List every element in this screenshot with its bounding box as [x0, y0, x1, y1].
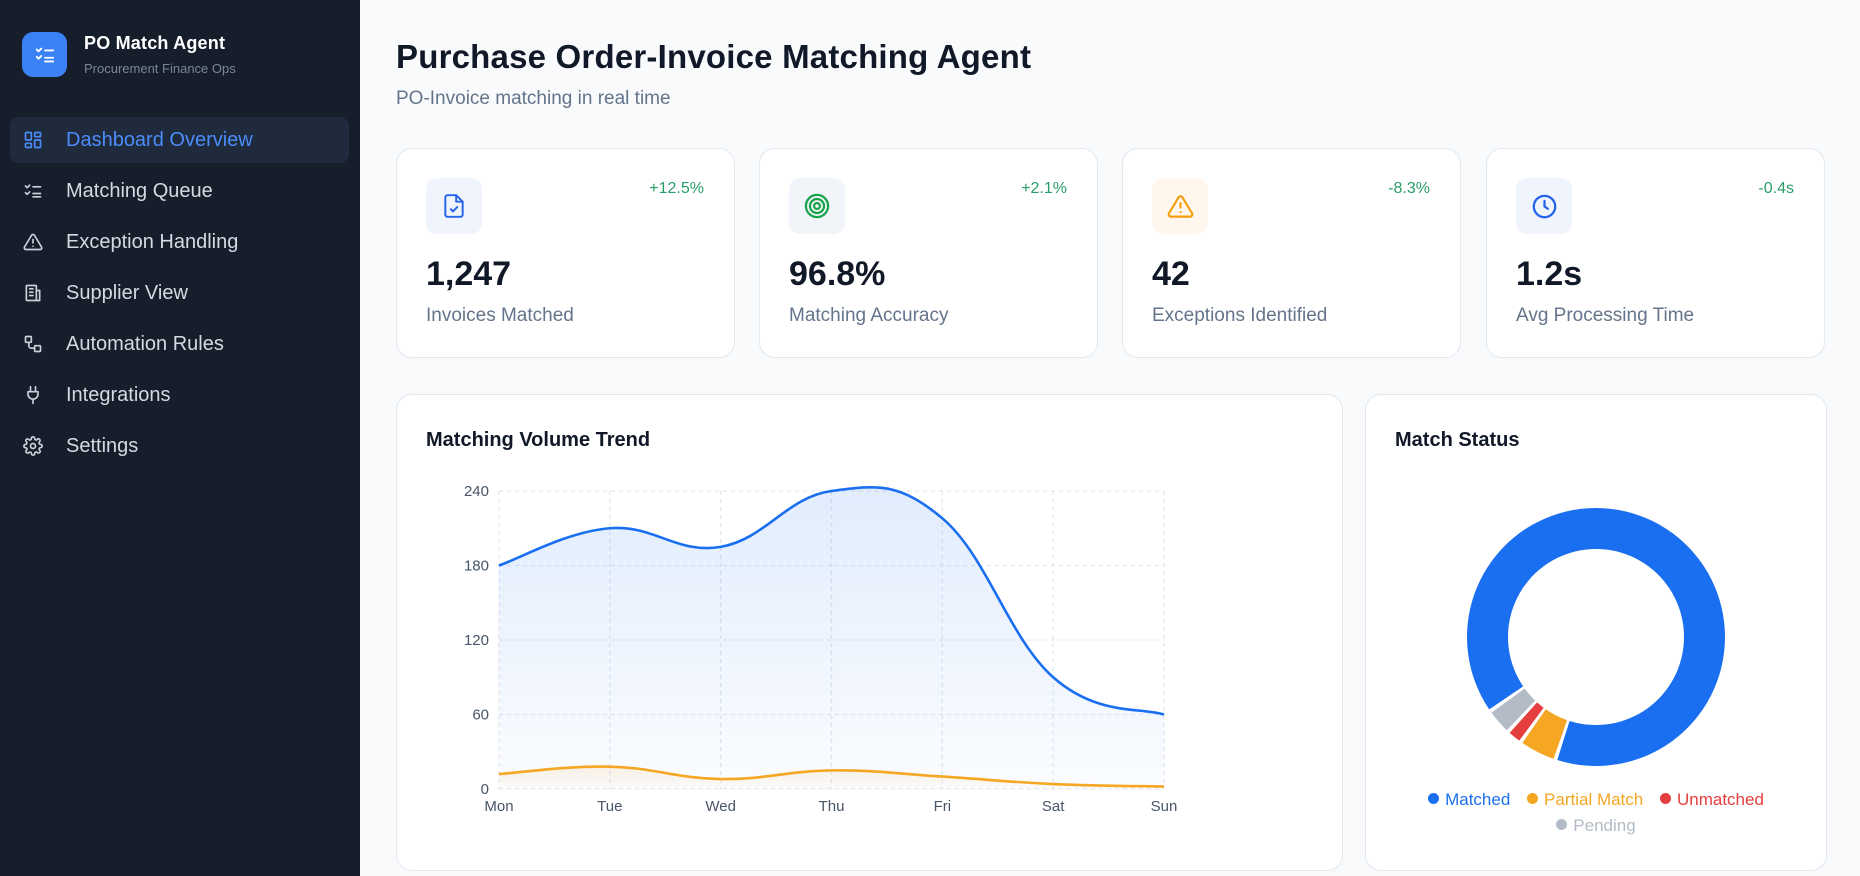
donut-slice-partial-match[interactable]: [1522, 709, 1568, 759]
sidebar-item-label: Dashboard Overview: [66, 128, 253, 151]
series-line-1[interactable]: [498, 765, 1165, 788]
stat-value: 42: [1152, 255, 1190, 293]
plug-icon: [21, 383, 45, 407]
sidebar-item-matching-queue[interactable]: Matching Queue: [10, 168, 349, 214]
sidebar-item-exception-handling[interactable]: Exception Handling: [10, 219, 349, 265]
brand-subtitle: Procurement Finance Ops: [84, 61, 236, 76]
warning-icon: [1152, 178, 1208, 234]
stat-delta: -0.4s: [1758, 180, 1794, 197]
x-tick-label: Mon: [484, 798, 513, 815]
sidebar-item-label: Settings: [66, 434, 139, 457]
chart-legend: Matched Partial Match Unmatched Pending: [1366, 787, 1826, 839]
stat-label: Matching Accuracy: [789, 305, 949, 326]
sidebar-item-supplier-view[interactable]: Supplier View: [10, 270, 349, 316]
stat-label: Exceptions Identified: [1152, 305, 1328, 326]
sidebar-nav: Dashboard Overview Matching Queue Except…: [10, 117, 349, 474]
y-tick-label: 60: [472, 707, 489, 724]
dashboard-icon: [21, 128, 45, 152]
stat-delta: -8.3%: [1388, 180, 1430, 197]
sidebar-item-automation-rules[interactable]: Automation Rules: [10, 321, 349, 367]
chart-title: Matching Volume Trend: [426, 429, 651, 451]
legend-dot: [1556, 819, 1568, 831]
sidebar-item-label: Matching Queue: [66, 179, 213, 202]
match-status-donut: [1467, 508, 1725, 766]
legend-label: Pending: [1573, 816, 1636, 835]
main-content: Purchase Order-Invoice Matching Agent PO…: [360, 0, 1860, 876]
x-tick-label: Tue: [597, 798, 622, 815]
donut-slice-unmatched[interactable]: [1509, 702, 1544, 741]
matching-volume-trend-card: Matching Volume Trend 0 60 120 180 240 Mon Tue…: [396, 394, 1343, 871]
legend-dot: [1659, 793, 1671, 805]
building-icon: [21, 281, 45, 305]
x-tick-label: Thu: [819, 798, 845, 815]
page-title: Purchase Order-Invoice Matching Agent: [396, 38, 1032, 75]
donut-slice-pending[interactable]: [1491, 688, 1536, 731]
clock-icon: [1516, 178, 1572, 234]
warning-icon: [21, 230, 45, 254]
legend-item-matched[interactable]: Matched: [1428, 787, 1510, 813]
legend-dot: [1428, 793, 1440, 805]
legend-item-pending[interactable]: Pending: [1556, 813, 1636, 839]
gear-icon: [21, 434, 45, 458]
donut-slice-matched[interactable]: [1467, 508, 1725, 766]
match-status-card: Match Status Matched Partial Match Unmat…: [1365, 394, 1827, 871]
series-area-1: [499, 766, 1164, 789]
legend-label: Unmatched: [1676, 790, 1764, 809]
series-area-0: [499, 487, 1164, 789]
x-tick-label: Fri: [934, 798, 952, 815]
stat-label: Avg Processing Time: [1516, 305, 1695, 326]
legend-label: Matched: [1445, 790, 1511, 809]
legend-label: Partial Match: [1544, 790, 1644, 809]
chart-title: Match Status: [1395, 429, 1520, 451]
workflow-icon: [21, 332, 45, 356]
matching-volume-trend-chart: 0 60 120 180 240 Mon Tue Wed Thu Fri Sat Sun: [464, 483, 1178, 815]
stat-delta: +12.5%: [649, 180, 704, 197]
stat-value: 96.8%: [789, 255, 886, 293]
stat-card-exceptions-identified[interactable]: -8.3% 42 Exceptions Identified: [1122, 148, 1461, 358]
brand: PO Match Agent Procurement Finance Ops: [22, 32, 236, 77]
brand-name: PO Match Agent: [84, 33, 226, 53]
sidebar-item-label: Automation Rules: [66, 332, 224, 355]
stat-label: Invoices Matched: [426, 305, 574, 326]
y-tick-label: 240: [464, 483, 489, 500]
page-subtitle: PO-Invoice matching in real time: [396, 88, 671, 109]
stat-card-matching-accuracy[interactable]: +2.1% 96.8% Matching Accuracy: [759, 148, 1098, 358]
checklist-icon: [21, 179, 45, 203]
sidebar-item-label: Exception Handling: [66, 230, 239, 253]
stat-card-avg-processing-time[interactable]: -0.4s 1.2s Avg Processing Time: [1486, 148, 1825, 358]
stat-value: 1,247: [426, 255, 512, 293]
stat-value: 1.2s: [1516, 255, 1583, 293]
series-line-0[interactable]: [498, 485, 1165, 716]
sidebar-item-settings[interactable]: Settings: [10, 423, 349, 469]
target-icon: [789, 178, 845, 234]
file-check-icon: [426, 178, 482, 234]
legend-item-unmatched[interactable]: Unmatched: [1659, 787, 1764, 813]
legend-item-partial-match[interactable]: Partial Match: [1527, 787, 1643, 813]
y-tick-label: 180: [464, 558, 489, 575]
sidebar-item-dashboard-overview[interactable]: Dashboard Overview: [10, 117, 349, 163]
x-tick-label: Sun: [1151, 798, 1178, 815]
y-tick-label: 120: [464, 632, 489, 649]
x-tick-label: Wed: [705, 798, 736, 815]
sidebar: PO Match Agent Procurement Finance Ops D…: [0, 0, 360, 876]
sidebar-item-label: Supplier View: [66, 281, 188, 304]
checklist-icon: [22, 32, 67, 77]
y-tick-label: 0: [481, 781, 489, 798]
x-tick-label: Sat: [1042, 798, 1065, 815]
stat-delta: +2.1%: [1021, 180, 1067, 197]
sidebar-item-label: Integrations: [66, 383, 171, 406]
sidebar-item-integrations[interactable]: Integrations: [10, 372, 349, 418]
stat-card-invoices-matched[interactable]: +12.5% 1,247 Invoices Matched: [396, 148, 735, 358]
legend-dot: [1527, 793, 1539, 805]
